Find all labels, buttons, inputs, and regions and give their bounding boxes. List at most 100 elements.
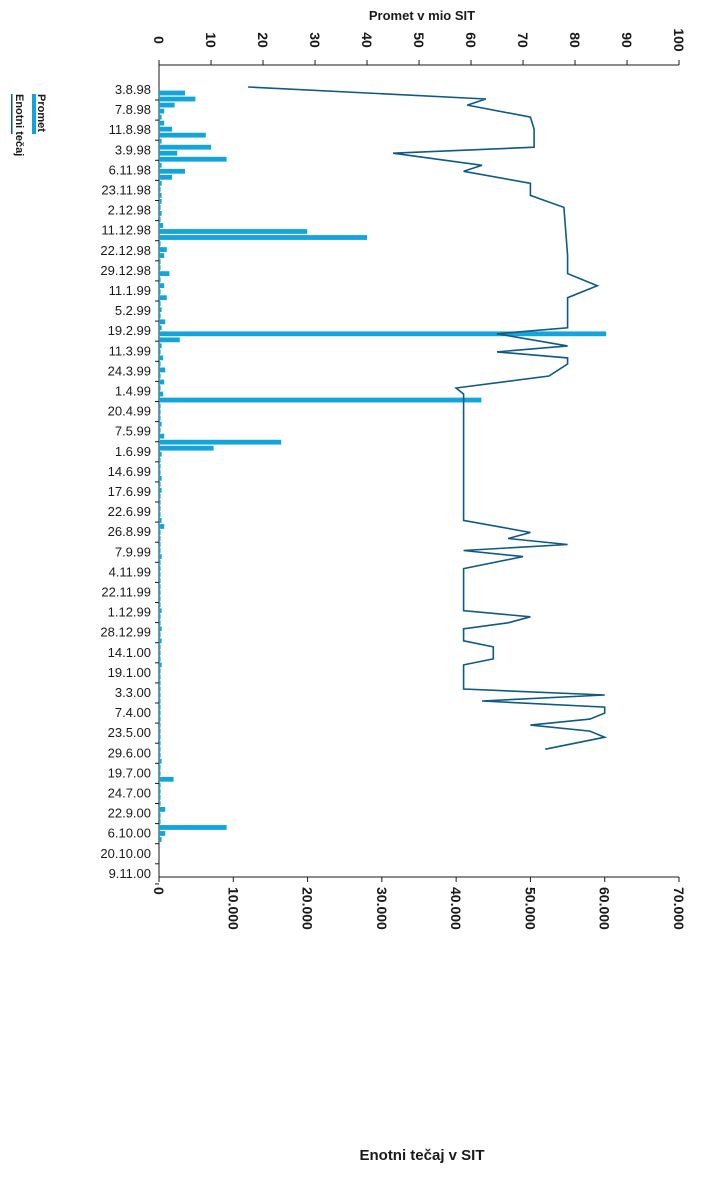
top-tick-label: 90 [619, 32, 635, 48]
promet-bar [159, 710, 161, 716]
promet-bar [159, 686, 161, 692]
bottom-tick-label: 0 [151, 887, 167, 895]
promet-bar [159, 481, 161, 487]
category-label: 22.9.00 [108, 806, 151, 821]
category-label: 19.7.00 [108, 765, 151, 780]
promet-bar [159, 259, 161, 264]
legend-swatch-promet [32, 94, 36, 134]
bottom-tick-label: 30.000 [374, 887, 390, 930]
promet-bar [159, 283, 165, 289]
top-tick-label: 30 [307, 32, 323, 48]
promet-bar [159, 752, 161, 758]
promet-bar [159, 229, 308, 234]
promet-bar [159, 656, 161, 662]
promet-bar [159, 692, 161, 698]
promet-bar [159, 782, 161, 788]
category-label: 20.4.99 [108, 404, 151, 419]
promet-bar [159, 217, 161, 222]
category-label: 28.12.99 [100, 625, 151, 640]
promet-bar [159, 174, 172, 180]
promet-bar [159, 776, 174, 782]
category-label: 20.10.00 [100, 846, 151, 861]
promet-bar [159, 271, 170, 277]
bottom-axis: 0 10.000 20.000 30.000 40.000 50.000 60.000 70.… [151, 876, 687, 930]
legend: Promet Enotni tečaj [11, 94, 47, 156]
promet-bar [159, 807, 166, 812]
promet-bar [159, 90, 185, 96]
promet-bar [159, 837, 162, 842]
promet-bar [159, 373, 161, 379]
promet-bar [159, 138, 162, 144]
category-label: 6.10.00 [108, 826, 151, 841]
promet-bar [159, 403, 161, 409]
promet-bar [159, 150, 178, 156]
promet-bar [159, 602, 161, 608]
bottom-tick-label: 50.000 [522, 887, 538, 930]
promet-bar [159, 499, 161, 505]
top-tick-label: 100 [671, 28, 687, 52]
category-label: 11.8.98 [109, 122, 151, 137]
category-label: 22.12.98 [100, 243, 151, 258]
promet-bar [159, 421, 162, 427]
promet-bar [159, 674, 161, 680]
top-tick-label: 60 [463, 32, 479, 48]
promet-bar [159, 584, 161, 590]
promet-bar [159, 608, 162, 614]
category-label: 23.5.00 [108, 725, 151, 740]
category-label: 22.6.99 [108, 504, 151, 519]
promet-bar [159, 614, 161, 620]
top-tick-label: 80 [567, 32, 583, 48]
category-label: 1.12.99 [108, 605, 151, 620]
promet-bar [159, 126, 172, 132]
promet-bar [159, 662, 162, 668]
promet-bar [159, 186, 161, 192]
promet-bar [159, 831, 166, 836]
promet-bar [159, 211, 162, 216]
category-label: 23.11.98 [101, 183, 151, 198]
promet-bar [159, 596, 161, 602]
promet-bar [159, 813, 161, 818]
line-series [248, 86, 608, 750]
promet-bar [159, 626, 162, 632]
chart-title-bottom: Enotni tečaj v SIT [359, 1147, 484, 1164]
promet-bar [159, 265, 161, 270]
promet-bar [159, 144, 211, 150]
category-label: 26.8.99 [108, 524, 151, 539]
promet-bar [159, 379, 165, 385]
promet-bar [159, 704, 161, 710]
promet-bar [159, 427, 161, 433]
promet-bar [159, 620, 161, 626]
promet-bar [159, 289, 161, 295]
category-label: 19.2.99 [108, 323, 151, 338]
promet-bar [159, 819, 161, 824]
category-axis: 3.8.98 7.8.98 11.8.98 3.9.98 6.11.98 23.11.98… [100, 65, 160, 885]
promet-bar [159, 397, 482, 403]
promet-bar [159, 120, 165, 126]
promet-bar [159, 198, 162, 204]
promet-bar [159, 114, 162, 120]
promet-bar [159, 566, 161, 571]
legend-swatch-tecaj [11, 94, 13, 134]
category-label: 24.3.99 [108, 363, 151, 378]
promet-bar [159, 638, 162, 644]
promet-bar [159, 632, 161, 638]
promet-bar [159, 493, 161, 499]
category-label: 11.1.99 [109, 283, 151, 298]
category-label: 14.1.00 [108, 645, 151, 660]
promet-bar [159, 800, 161, 806]
top-tick-label: 10 [203, 32, 219, 48]
promet-bar [159, 192, 162, 198]
promet-bar [159, 758, 162, 764]
promet-bar [159, 102, 175, 108]
promet-bar [159, 355, 164, 361]
legend-label-promet: Promet [35, 94, 47, 132]
legend-label-tecaj: Enotni tečaj [13, 94, 25, 156]
bottom-tick-label: 70.000 [671, 887, 687, 930]
promet-bar [159, 770, 161, 776]
promet-bar [159, 301, 161, 307]
category-label: 14.6.99 [108, 464, 151, 479]
promet-bar [159, 319, 166, 325]
promet-bar [159, 385, 161, 391]
promet-bar [159, 451, 162, 457]
category-label: 29.12.98 [100, 263, 151, 278]
